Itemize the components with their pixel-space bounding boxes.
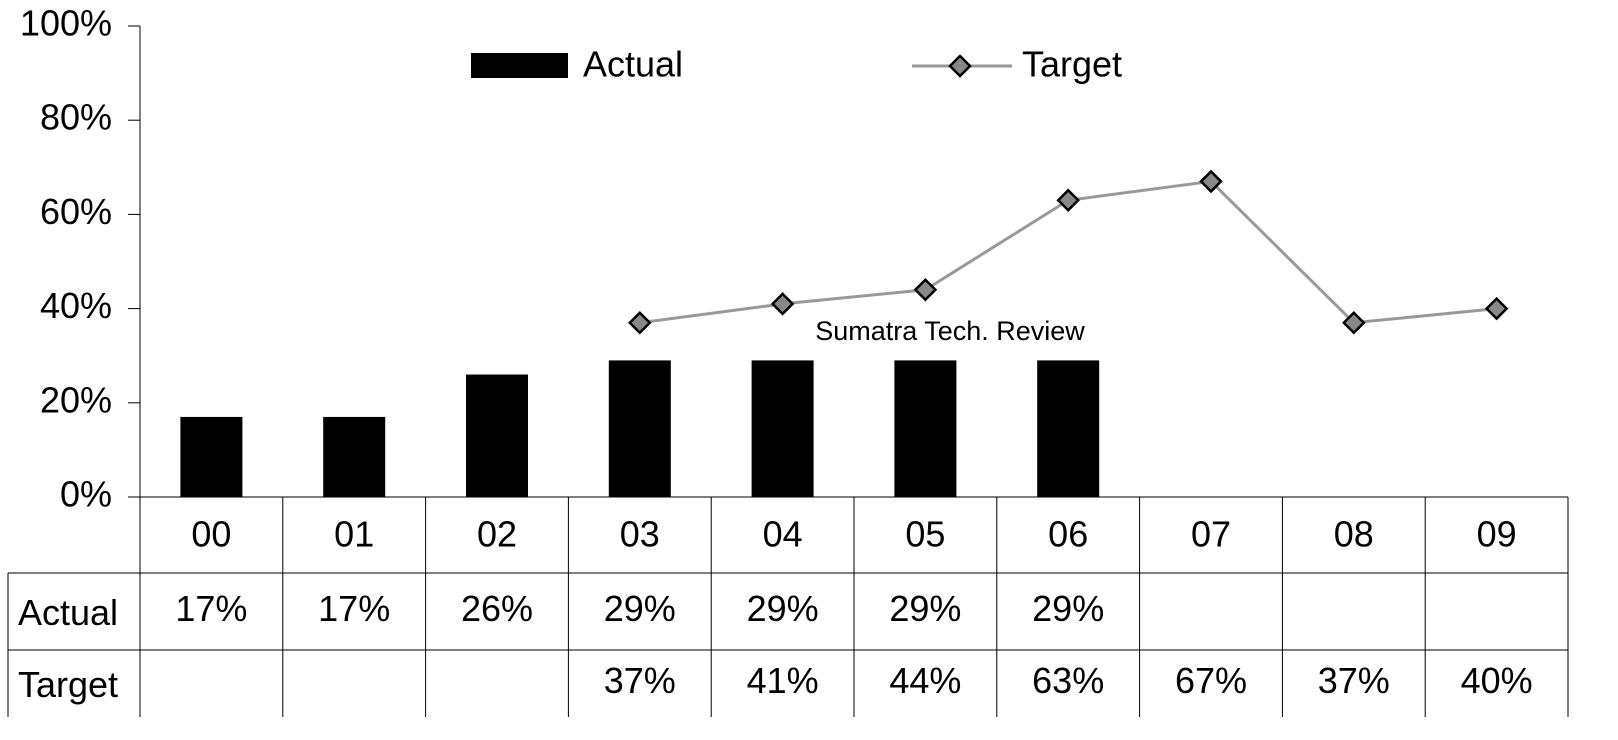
table-value: 29% [889, 588, 961, 629]
legend-swatch [471, 53, 568, 78]
table-value: 44% [889, 660, 961, 701]
x-tick-label: 09 [1477, 514, 1517, 555]
bar [894, 360, 957, 497]
y-tick-label: 100% [20, 3, 112, 44]
table-value: 41% [747, 660, 819, 701]
x-tick-label: 08 [1334, 514, 1374, 555]
y-tick-label: 80% [40, 97, 112, 138]
table-value: 17% [318, 588, 390, 629]
bar [180, 416, 243, 497]
table-row-label: Target [18, 664, 118, 705]
marker [1484, 296, 1509, 321]
table-value: 37% [604, 660, 676, 701]
bar [323, 416, 386, 497]
marker [770, 292, 795, 316]
table-value: 63% [1032, 660, 1104, 701]
x-tick-label: 00 [191, 514, 231, 555]
table-value: 29% [747, 588, 819, 629]
marker [628, 310, 652, 335]
table-value: 37% [1318, 660, 1390, 701]
table-value: 29% [1032, 588, 1104, 629]
x-tick-label: 03 [620, 514, 660, 555]
marker [1199, 169, 1223, 194]
marker [1056, 188, 1080, 213]
table-row-label: Actual [18, 592, 118, 633]
legend-label: Target [1022, 44, 1122, 85]
y-tick-label: 0% [60, 474, 112, 515]
x-tick-label: 01 [334, 514, 374, 555]
table-value: 40% [1461, 660, 1533, 701]
legend-label: Actual [583, 44, 683, 85]
x-tick-label: 05 [905, 514, 945, 555]
table-value: 26% [461, 588, 533, 629]
y-tick-label: 40% [40, 285, 112, 326]
legend-marker [948, 54, 972, 78]
marker [1342, 310, 1366, 335]
bar [608, 360, 671, 497]
table-value: 29% [604, 588, 676, 629]
bar [1037, 360, 1100, 497]
bar [751, 360, 814, 497]
bar [466, 374, 528, 497]
table-value: 67% [1175, 660, 1247, 701]
marker [913, 277, 938, 302]
y-tick-label: 60% [40, 191, 112, 232]
x-tick-label: 02 [477, 514, 517, 555]
x-tick-label: 07 [1191, 514, 1231, 555]
x-tick-label: 06 [1048, 514, 1088, 555]
table-value: 17% [175, 588, 247, 629]
x-tick-label: 04 [763, 514, 803, 555]
annotation: Sumatra Tech. Review [815, 316, 1085, 346]
y-tick-label: 20% [40, 379, 112, 420]
